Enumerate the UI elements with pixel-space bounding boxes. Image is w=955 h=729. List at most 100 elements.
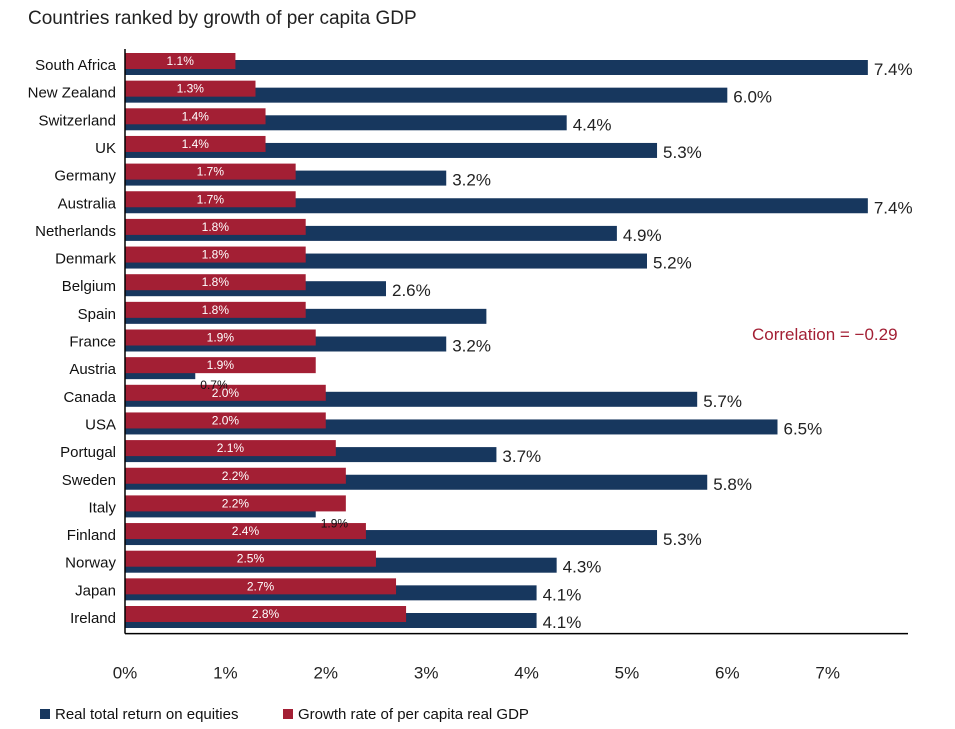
bar-gdp-canada: [125, 384, 326, 401]
category-label-finland: Finland: [67, 527, 116, 544]
data-label-gdp-uk: 1.4%: [182, 137, 210, 151]
bar-gdp-usa: [125, 412, 326, 429]
data-label-gdp-germany: 1.7%: [197, 165, 225, 179]
bar-gdp-france: [125, 329, 316, 346]
bar-gdp-sweden: [125, 467, 346, 484]
x-tick-label: 7%: [815, 664, 840, 683]
category-label-australia: Australia: [58, 195, 117, 212]
data-label-gdp-netherlands: 1.8%: [202, 220, 230, 234]
data-label-gdp-france: 1.9%: [207, 331, 235, 345]
data-label-equities-finland: 5.3%: [663, 530, 702, 549]
data-label-equities-switzerland: 4.4%: [573, 115, 612, 134]
category-label-germany: Germany: [54, 168, 116, 185]
x-tick-label: 2%: [313, 664, 338, 683]
x-tick-label: 3%: [414, 664, 439, 683]
bar-gdp-norway: [125, 550, 376, 567]
bar-gdp-ireland: [125, 606, 407, 622]
category-label-france: France: [69, 334, 116, 351]
data-label-equities-new-zealand: 6.0%: [733, 88, 772, 107]
bar-gdp-switzerland: [125, 108, 266, 125]
data-label-gdp-canada: 2.0%: [212, 386, 240, 400]
data-label-equities-norway: 4.3%: [563, 558, 602, 577]
data-label-equities-sweden: 5.8%: [713, 475, 752, 494]
x-tick-label: 4%: [514, 664, 539, 683]
data-label-gdp-norway: 2.5%: [237, 552, 265, 566]
data-label-gdp-denmark: 1.8%: [202, 248, 230, 262]
data-label-gdp-ireland: 2.8%: [252, 607, 280, 621]
category-label-usa: USA: [85, 416, 116, 433]
legend-label-equities: Real total return on equities: [55, 706, 238, 723]
legend: Real total return on equities Growth rat…: [40, 706, 529, 723]
data-label-equities-uk: 5.3%: [663, 143, 702, 162]
data-label-equities-usa: 6.5%: [784, 419, 823, 438]
category-label-switzerland: Switzerland: [38, 112, 116, 129]
category-label-portugal: Portugal: [60, 444, 116, 461]
bar-gdp-denmark: [125, 246, 306, 263]
data-label-equities-ireland: 4.1%: [543, 613, 582, 632]
data-label-gdp-usa: 2.0%: [212, 413, 240, 427]
data-label-equities-canada: 5.7%: [703, 392, 742, 411]
data-label-gdp-sweden: 2.2%: [222, 469, 250, 483]
data-label-equities-belgium: 2.6%: [392, 281, 431, 300]
data-label-equities-netherlands: 4.9%: [623, 226, 662, 245]
category-label-austria: Austria: [69, 361, 116, 378]
bars-layer: [125, 53, 868, 628]
data-label-gdp-australia: 1.7%: [197, 192, 225, 206]
category-label-norway: Norway: [65, 555, 116, 572]
bar-gdp-uk: [125, 135, 266, 152]
x-tick-label: 0%: [113, 664, 138, 683]
bar-gdp-new-zealand: [125, 80, 256, 97]
category-label-uk: UK: [95, 140, 116, 157]
labels-layer: South Africa 1.1% 7.4% New Zealand 1.3% 6.0% S…: [28, 54, 913, 632]
category-label-ireland: Ireland: [70, 610, 116, 627]
bar-gdp-australia: [125, 191, 296, 208]
category-label-japan: Japan: [75, 582, 116, 599]
bar-equities-new-zealand: [125, 87, 728, 103]
data-label-gdp-austria: 1.9%: [207, 358, 235, 372]
bar-gdp-portugal: [125, 440, 336, 457]
data-label-gdp-italy: 2.2%: [222, 496, 250, 510]
data-label-gdp-japan: 2.7%: [247, 579, 275, 593]
category-label-sweden: Sweden: [62, 472, 116, 489]
category-label-belgium: Belgium: [62, 278, 116, 295]
data-label-gdp-south-africa: 1.1%: [167, 54, 195, 68]
data-label-equities-austria: 0.7%: [200, 378, 228, 392]
data-label-equities-france: 3.2%: [452, 337, 491, 356]
bar-gdp-italy: [125, 495, 346, 512]
bar-equities-australia: [125, 198, 868, 214]
data-label-gdp-switzerland: 1.4%: [182, 109, 210, 123]
data-label-equities-denmark: 5.2%: [653, 254, 692, 273]
legend-swatch-equities: [40, 709, 50, 719]
legend-swatch-gdp: [283, 709, 293, 719]
category-label-canada: Canada: [63, 389, 116, 406]
legend-label-gdp: Growth rate of per capita real GDP: [298, 706, 529, 723]
chart-title: Countries ranked by growth of per capita…: [28, 8, 417, 29]
data-label-gdp-portugal: 2.1%: [217, 441, 245, 455]
x-tick-label: 1%: [213, 664, 238, 683]
category-label-new-zealand: New Zealand: [28, 85, 116, 102]
category-label-netherlands: Netherlands: [35, 223, 116, 240]
category-label-south-africa: South Africa: [35, 57, 117, 74]
category-label-denmark: Denmark: [55, 251, 116, 268]
data-label-gdp-new-zealand: 1.3%: [177, 82, 205, 96]
bar-gdp-south-africa: [125, 53, 236, 69]
correlation-annotation: Correlation = −0.29: [752, 325, 898, 344]
data-label-equities-portugal: 3.7%: [502, 447, 541, 466]
data-label-gdp-belgium: 1.8%: [202, 275, 230, 289]
bar-gdp-belgium: [125, 274, 306, 291]
data-label-equities-italy: 1.9%: [321, 516, 349, 530]
x-tick-labels: 0% 1% 2% 3% 4% 5% 6% 7%: [113, 664, 840, 683]
bar-gdp-austria: [125, 357, 316, 374]
category-label-italy: Italy: [88, 499, 116, 516]
bar-gdp-germany: [125, 163, 296, 180]
bar-gdp-spain: [125, 301, 306, 318]
bar-gdp-finland: [125, 523, 366, 540]
data-label-gdp-finland: 2.4%: [232, 524, 260, 538]
data-label-gdp-spain: 1.8%: [202, 303, 230, 317]
data-label-equities-germany: 3.2%: [452, 171, 491, 190]
bar-gdp-netherlands: [125, 218, 306, 235]
data-label-equities-japan: 4.1%: [543, 585, 582, 604]
x-tick-label: 6%: [715, 664, 740, 683]
bar-gdp-japan: [125, 578, 397, 595]
